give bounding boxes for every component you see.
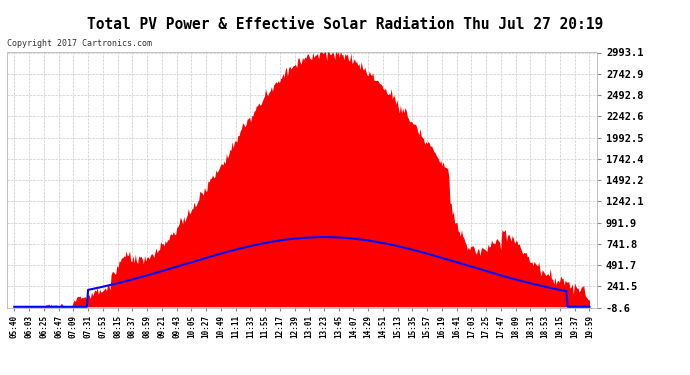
Text: Total PV Power & Effective Solar Radiation Thu Jul 27 20:19: Total PV Power & Effective Solar Radiati… <box>87 17 603 32</box>
Text: Radiation (Effective w/m2): Radiation (Effective w/m2) <box>328 26 469 35</box>
Text: PV Panels (DC Watts): PV Panels (DC Watts) <box>528 26 635 35</box>
Text: Copyright 2017 Cartronics.com: Copyright 2017 Cartronics.com <box>7 39 152 48</box>
